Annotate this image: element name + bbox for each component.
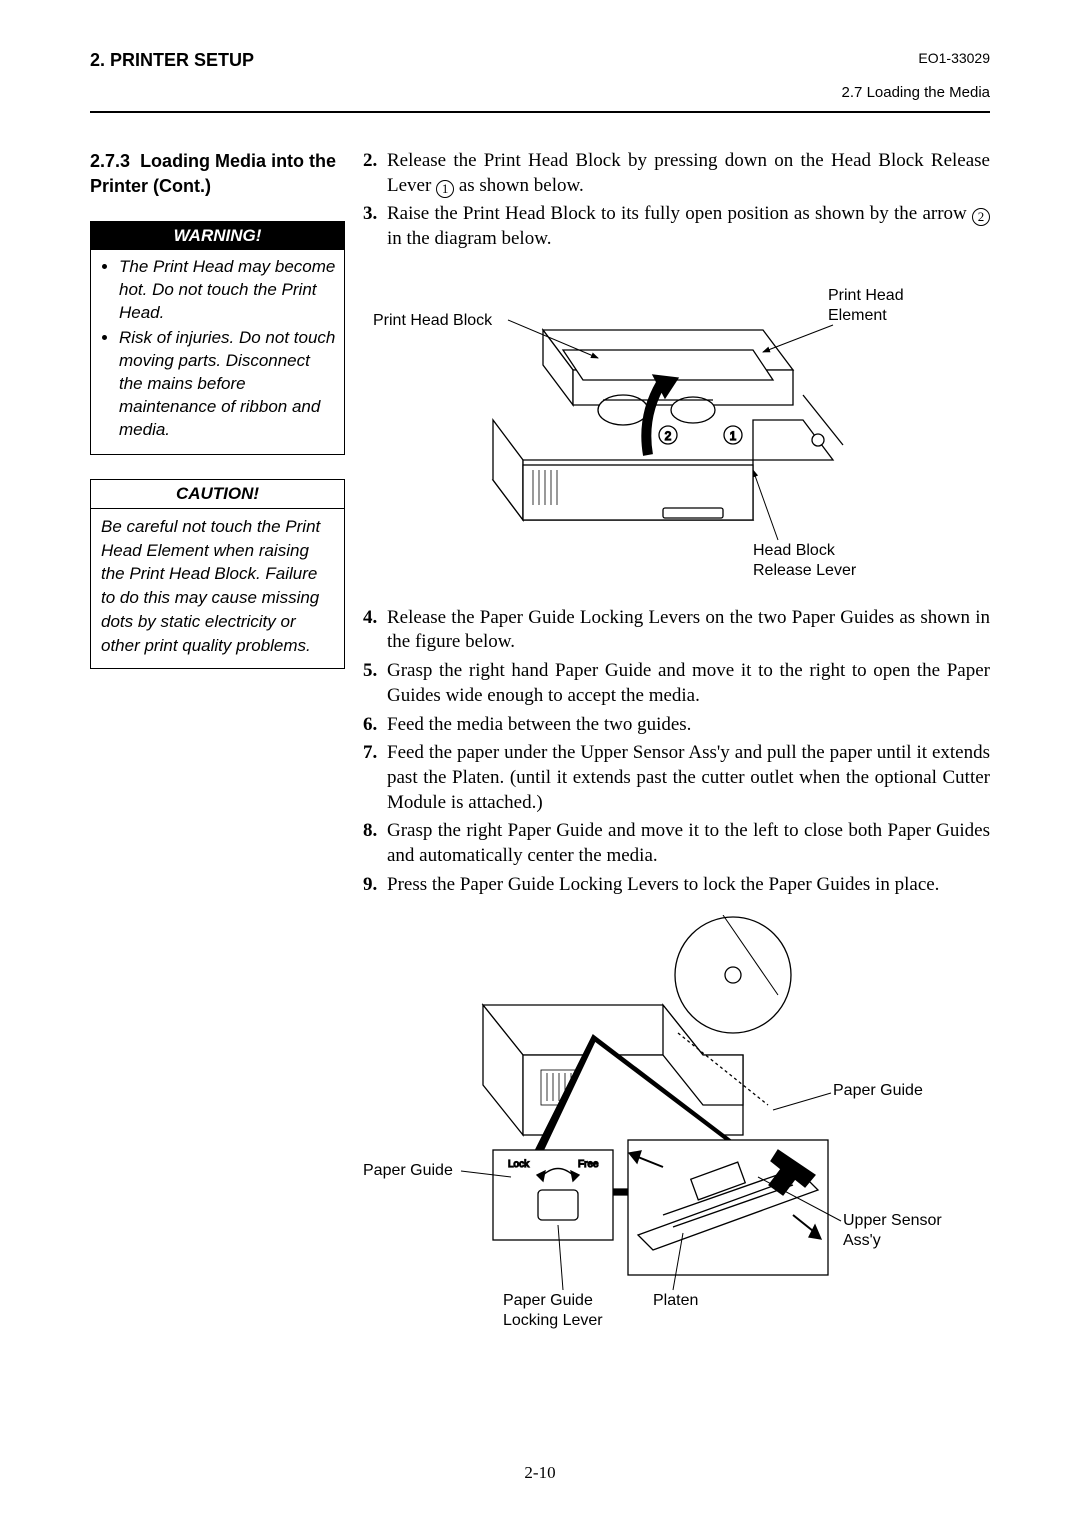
chapter-title: 2. PRINTER SETUP bbox=[90, 50, 254, 71]
instruction-item: 5. Grasp the right hand Paper Guide and … bbox=[363, 659, 990, 708]
caution-text: Be careful not touch the Print Head Elem… bbox=[91, 509, 344, 668]
page-header: 2. PRINTER SETUP EO1-33029 2.7 Loading t… bbox=[90, 50, 990, 101]
instruction-item: 9. Press the Paper Guide Locking Levers … bbox=[363, 873, 990, 898]
warning-item: Risk of injuries. Do not touch moving pa… bbox=[119, 327, 336, 442]
instruction-text: Release the Print Head Block by pressing… bbox=[387, 149, 990, 198]
callout-upper-sensor-2: Ass'y bbox=[843, 1232, 881, 1249]
instruction-text: Grasp the right Paper Guide and move it … bbox=[387, 819, 990, 868]
page-number: 2-10 bbox=[0, 1463, 1080, 1483]
document-id: EO1-33029 bbox=[842, 50, 990, 66]
instruction-number: 9. bbox=[363, 873, 387, 898]
instruction-text: Grasp the right hand Paper Guide and mov… bbox=[387, 659, 990, 708]
callout-upper-sensor-1: Upper Sensor bbox=[843, 1212, 942, 1229]
section-title-line1: Loading Media into the bbox=[140, 151, 336, 171]
instruction-number: 3. bbox=[363, 202, 387, 251]
instruction-number: 6. bbox=[363, 713, 387, 738]
instruction-list-cont: 4. Release the Paper Guide Locking Lever… bbox=[363, 606, 990, 898]
instruction-item: 6. Feed the media between the two guides… bbox=[363, 713, 990, 738]
callout-print-head-element-2: Element bbox=[828, 307, 887, 324]
instruction-list: 2. Release the Print Head Block by press… bbox=[363, 149, 990, 252]
svg-text:2: 2 bbox=[665, 429, 672, 443]
warning-box: WARNING! The Print Head may become hot. … bbox=[90, 221, 345, 455]
instruction-number: 5. bbox=[363, 659, 387, 708]
circled-2-icon: 2 bbox=[972, 208, 990, 226]
callout-locking-lever-2: Locking Lever bbox=[503, 1312, 603, 1329]
instruction-item: 3. Raise the Print Head Block to its ful… bbox=[363, 202, 990, 251]
warning-item: The Print Head may become hot. Do not to… bbox=[119, 256, 336, 325]
header-rule bbox=[90, 111, 990, 113]
instruction-text: Feed the media between the two guides. bbox=[387, 713, 990, 738]
callout-print-head-element: Print Head bbox=[828, 287, 904, 304]
figure-paper-guides: Lock Free bbox=[363, 915, 990, 1335]
instruction-item: 7. Feed the paper under the Upper Sensor… bbox=[363, 741, 990, 815]
callout-release-lever-1: Head Block bbox=[753, 542, 836, 559]
callout-platen: Platen bbox=[653, 1292, 698, 1309]
warning-heading: WARNING! bbox=[91, 222, 344, 250]
section-title-line2: Printer (Cont.) bbox=[90, 176, 211, 196]
callout-print-head-block: Print Head Block bbox=[373, 312, 493, 329]
callout-release-lever-2: Release Lever bbox=[753, 562, 857, 579]
callout-paper-guide-left: Paper Guide bbox=[363, 1162, 453, 1179]
instruction-number: 4. bbox=[363, 606, 387, 655]
section-number: 2.7.3 bbox=[90, 151, 130, 171]
instruction-text: Feed the paper under the Upper Sensor As… bbox=[387, 741, 990, 815]
instruction-number: 2. bbox=[363, 149, 387, 198]
instruction-number: 8. bbox=[363, 819, 387, 868]
lock-label: Lock bbox=[508, 1159, 530, 1170]
caution-box: CAUTION! Be careful not touch the Print … bbox=[90, 479, 345, 669]
svg-text:1: 1 bbox=[730, 429, 737, 443]
instruction-item: 4. Release the Paper Guide Locking Lever… bbox=[363, 606, 990, 655]
instruction-text: Press the Paper Guide Locking Levers to … bbox=[387, 873, 990, 898]
instruction-text: Release the Paper Guide Locking Levers o… bbox=[387, 606, 990, 655]
section-ref: 2.7 Loading the Media bbox=[842, 84, 990, 101]
caution-heading: CAUTION! bbox=[91, 480, 344, 509]
section-heading: 2.7.3 Loading Media into the Printer (Co… bbox=[90, 149, 345, 199]
callout-paper-guide-right: Paper Guide bbox=[833, 1082, 923, 1099]
figure-printer-open: 2 1 Print Head Block Print Head Element … bbox=[363, 270, 990, 590]
free-label: Free bbox=[578, 1159, 599, 1170]
instruction-number: 7. bbox=[363, 741, 387, 815]
circled-1-icon: 1 bbox=[436, 180, 454, 198]
instruction-text: Raise the Print Head Block to its fully … bbox=[387, 202, 990, 251]
callout-locking-lever-1: Paper Guide bbox=[503, 1292, 593, 1309]
instruction-item: 2. Release the Print Head Block by press… bbox=[363, 149, 990, 198]
instruction-item: 8. Grasp the right Paper Guide and move … bbox=[363, 819, 990, 868]
